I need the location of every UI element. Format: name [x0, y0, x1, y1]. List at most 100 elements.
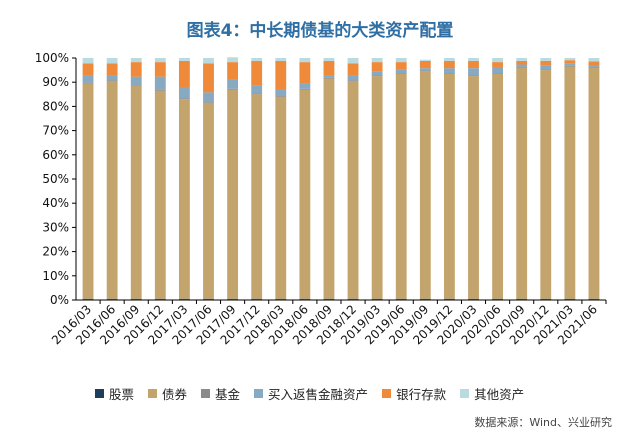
- legend-swatch: [254, 389, 264, 398]
- bar-segment: [82, 75, 94, 83]
- bar-segment: [564, 66, 576, 299]
- bar-segment: [443, 60, 455, 69]
- y-tick-label: 20%: [42, 245, 69, 259]
- legend-swatch: [201, 389, 211, 398]
- bar-segment: [106, 75, 118, 81]
- bar-segment: [251, 85, 263, 94]
- bar-segment: [419, 70, 431, 72]
- bar-segment: [540, 298, 552, 300]
- legend-swatch: [382, 389, 392, 398]
- y-tick-label: 100%: [35, 51, 69, 65]
- y-tick-label: 10%: [42, 269, 69, 283]
- legend-swatch: [95, 389, 104, 398]
- bar-segment: [468, 75, 479, 77]
- bar-segment: [227, 57, 239, 63]
- bar-segment: [178, 87, 190, 99]
- y-tick-label: 90%: [42, 75, 69, 89]
- bar-segment: [227, 298, 239, 300]
- legend-label: 债券: [162, 387, 188, 402]
- legend-label: 股票: [109, 387, 135, 402]
- bar-segment: [251, 298, 263, 300]
- bar-segment: [516, 58, 528, 61]
- bar-segment: [275, 298, 287, 300]
- bar-segment: [516, 66, 528, 68]
- bar-segment: [323, 60, 335, 76]
- bar-segment: [130, 298, 142, 300]
- bar-segment: [492, 58, 504, 63]
- bar-segment: [516, 67, 528, 299]
- bar-segment: [203, 102, 214, 299]
- bar-segment: [106, 298, 118, 300]
- bar-segment: [395, 62, 407, 70]
- bar-segment: [492, 298, 504, 300]
- bar-segment: [371, 298, 383, 300]
- bar-segment: [154, 298, 166, 300]
- bar-segment: [82, 83, 94, 299]
- bar-segment: [106, 80, 118, 299]
- bar-segment: [395, 73, 407, 299]
- bar-segment: [275, 89, 287, 96]
- bar-segment: [323, 58, 335, 61]
- bar-segment: [443, 58, 455, 61]
- legend-item: 债券: [148, 384, 187, 403]
- chart-title: 图表4：中长期债基的大类资产配置: [186, 21, 454, 41]
- bar-segment: [323, 298, 335, 300]
- bar-segment: [419, 68, 431, 71]
- bar-segment: [227, 89, 239, 299]
- legend-label: 其他资产: [474, 387, 525, 402]
- legend-label: 买入返售金融资产: [268, 387, 369, 402]
- bar-segment: [323, 78, 335, 299]
- bar-segment: [492, 62, 504, 67]
- bar-segment: [468, 76, 479, 299]
- legend-item: 银行存款: [382, 384, 446, 403]
- bar-segment: [492, 73, 504, 74]
- bar-segment: [82, 82, 94, 84]
- bar-segment: [347, 63, 359, 76]
- bar-segment: [468, 60, 479, 69]
- bar-segment: [299, 62, 311, 84]
- bar-segment: [203, 92, 214, 103]
- bar-segment: [299, 298, 311, 300]
- bar-segment: [178, 298, 190, 300]
- bar-segment: [130, 85, 142, 86]
- bar-segment: [540, 58, 552, 61]
- bar-segment: [564, 63, 576, 66]
- y-tick-label: 0%: [50, 293, 69, 307]
- bar-segment: [419, 71, 431, 299]
- bar-segment: [251, 93, 263, 95]
- bar-segment: [82, 58, 94, 64]
- legend-item: 其他资产: [460, 384, 524, 403]
- bar-segment: [564, 298, 576, 300]
- bar-segment: [419, 298, 431, 300]
- bar-segment: [82, 298, 94, 300]
- bar-segment: [227, 62, 239, 80]
- bar-segment: [395, 58, 407, 63]
- bar-segment: [178, 58, 190, 61]
- bar-segment: [540, 65, 552, 70]
- bar-segment: [154, 89, 166, 91]
- bar-segment: [492, 66, 504, 74]
- bar-segment: [540, 69, 552, 71]
- y-tick-label: 30%: [42, 220, 69, 234]
- bar-segment: [468, 58, 479, 61]
- y-tick-label: 40%: [42, 196, 69, 210]
- bar-segment: [516, 60, 528, 65]
- bar-segment: [588, 58, 600, 62]
- bar-segment: [371, 58, 383, 63]
- bar-segment: [130, 62, 142, 77]
- bar-segment: [154, 76, 166, 90]
- bar-segment: [227, 88, 239, 90]
- bar-segment: [347, 58, 359, 64]
- y-tick-label: 60%: [42, 148, 69, 162]
- bar-segment: [443, 68, 455, 74]
- bar-segment: [130, 58, 142, 63]
- bar-segment: [130, 76, 142, 86]
- bar-segment: [323, 77, 335, 79]
- bar-segment: [275, 95, 287, 97]
- bar-segment: [203, 298, 214, 300]
- bar-segment: [154, 62, 166, 77]
- bar-segment: [323, 75, 335, 78]
- chart-area: 0% 10% 20% 30% 40% 50% 60% 70% 80% 90% 100% 2016/03…: [0, 48, 640, 388]
- bar-segment: [371, 62, 383, 72]
- chart-legend: 股票 债券 基金 买入返售金融资产 银行存款 其他资产: [95, 384, 615, 403]
